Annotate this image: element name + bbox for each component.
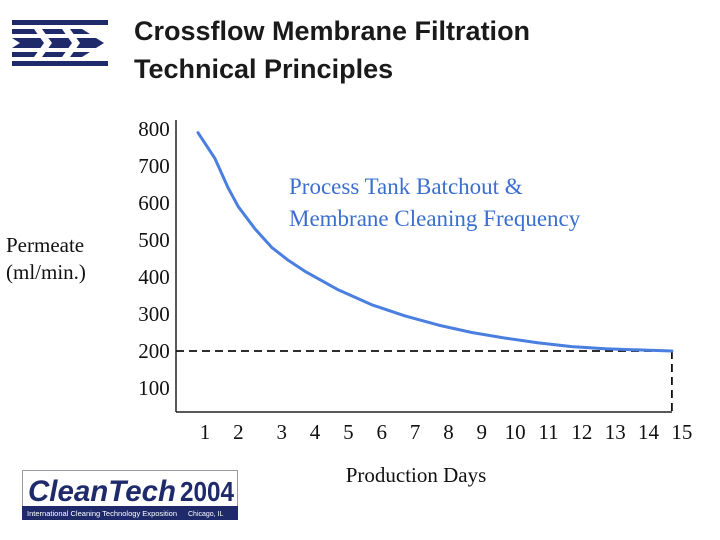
y-tick-label: 800 (138, 117, 170, 141)
logo-year-text: 2004 (180, 476, 234, 507)
page-title-line-1: Crossflow Membrane Filtration (134, 16, 531, 46)
y-tick-label: 200 (138, 339, 170, 363)
y-axis-title-line-1: Permeate (6, 233, 84, 257)
x-tick-label: 9 (477, 420, 488, 444)
page-title-line-2: Technical Principles (134, 54, 394, 84)
series-group (196, 131, 674, 353)
page-title: Crossflow Membrane Filtration Technical … (134, 12, 530, 88)
x-axis-title: Production Days (346, 463, 487, 487)
x-tick-label: 4 (310, 420, 321, 444)
threshold-lines (176, 350, 673, 412)
y-tick-label: 700 (138, 154, 170, 178)
x-tick-label: 11 (538, 420, 558, 444)
y-tick-label: 300 (138, 302, 170, 326)
x-tick-label: 5 (343, 420, 354, 444)
x-tick-label: 7 (410, 420, 421, 444)
x-tick-label: 1 (200, 420, 211, 444)
logo-brand-text: CleanTech (28, 475, 176, 508)
x-tick-label: 8 (443, 420, 454, 444)
series-line (196, 131, 674, 353)
x-tick-label: 14 (638, 420, 660, 444)
y-tick-label: 500 (138, 228, 170, 252)
x-tick-label: 13 (605, 420, 626, 444)
cleantech-logo: CleanTech 2004 International Cleaning Te… (22, 470, 238, 520)
striped-arrows-logo-icon (12, 20, 108, 66)
y-tick-label: 100 (138, 376, 170, 400)
annotation-line-2: Membrane Cleaning Frequency (289, 206, 581, 231)
logo-subtitle-text: International Cleaning Technology Exposi… (27, 509, 177, 518)
x-tick-label: 6 (377, 420, 388, 444)
y-tick-label: 600 (138, 191, 170, 215)
x-tick-label: 2 (233, 420, 244, 444)
y-tick-label: 400 (138, 265, 170, 289)
y-axis-title-line-2: (ml/min.) (6, 260, 86, 284)
x-tick-label: 12 (571, 420, 592, 444)
y-tick-labels: 800 700 600 500 400 300 200 100 (138, 117, 170, 400)
logo-location-text: Chicago, IL (188, 511, 224, 518)
x-tick-labels: 1 2 3 4 5 6 7 8 9 10 11 12 13 14 15 (200, 420, 693, 444)
x-tick-label: 3 (276, 420, 287, 444)
annotation-line-1: Process Tank Batchout & (289, 174, 523, 199)
x-tick-label: 10 (505, 420, 526, 444)
x-tick-label: 15 (671, 420, 692, 444)
